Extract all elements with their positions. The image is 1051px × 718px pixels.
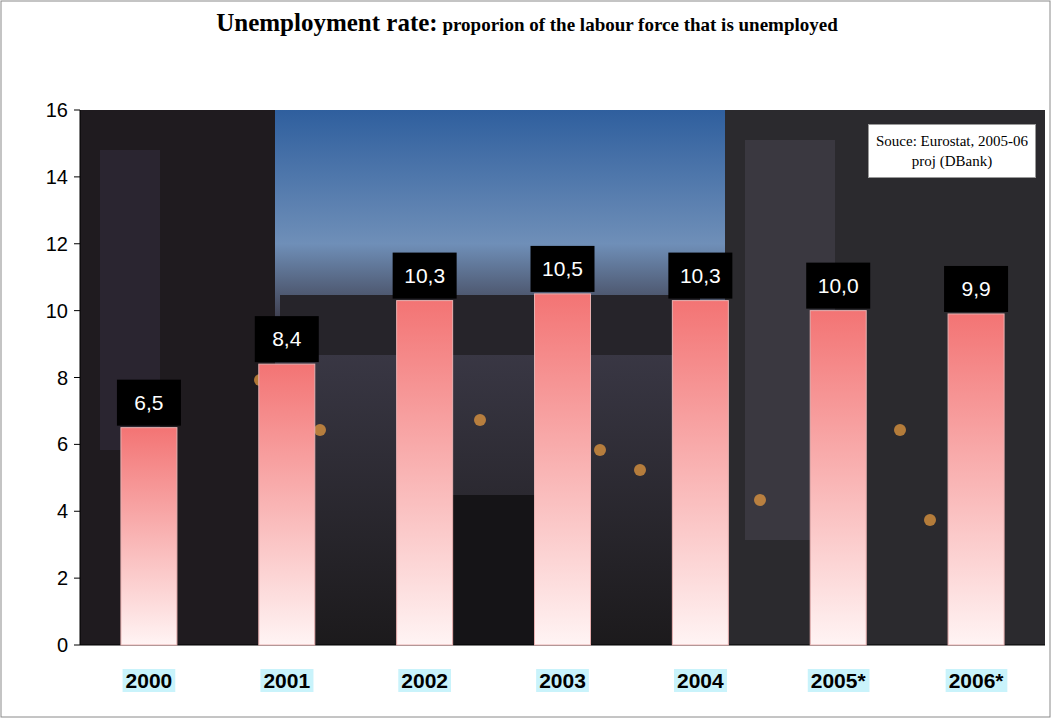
bar [535,294,591,645]
y-tick-label: 10 [46,300,68,322]
x-tick-label: 2004 [677,669,724,692]
bar [397,301,453,645]
data-label-box [531,246,595,292]
title-part: proporion of the labour force that is un… [438,14,838,35]
bar [259,364,315,645]
y-tick [74,645,80,646]
y-tick [74,377,80,378]
y-tick-label: 12 [46,233,68,255]
x-tick-label: 2002 [401,669,448,692]
x-tick-label: 2000 [126,669,173,692]
x-tick-label: 2003 [539,669,586,692]
outer-frame [1,1,1050,717]
data-label: 10,3 [680,264,721,287]
data-label-box [944,266,1008,312]
y-tick-label: 8 [57,367,68,389]
chart-page: {"chart_data": {"type": "bar", "title": … [0,0,1051,718]
y-tick [74,176,80,177]
title-part: Unemployment rate: [216,9,437,36]
y-tick [74,511,80,512]
x-label-highlight [674,669,727,692]
data-label-box [117,380,181,426]
x-label-highlight [123,669,176,692]
background-shape [80,110,275,645]
bar [121,428,177,645]
bar [810,311,866,645]
data-label-box [255,316,319,362]
background-shape [280,295,700,355]
y-tick-label: 4 [57,500,68,522]
y-tick [74,243,80,244]
y-tick-label: 14 [46,166,68,188]
background-light [634,464,646,476]
y-tick-label: 0 [57,634,68,656]
data-label-box [806,263,870,309]
background-shape [725,110,1045,645]
data-label-box [668,253,732,299]
data-label: 9,9 [961,277,990,300]
x-label-highlight [260,669,313,692]
x-tick-label: 2006* [949,669,1005,692]
y-tick [74,110,80,111]
data-label: 8,4 [272,327,302,350]
bar [672,301,728,645]
background-light [594,444,606,456]
x-label-highlight [536,669,589,692]
data-label: 6,5 [134,391,163,414]
chart-title: Unemployment rate: proporion of the labo… [197,6,857,43]
y-tick-label: 6 [57,433,68,455]
y-tick-label: 16 [46,99,68,121]
x-tick-label: 2001 [263,669,310,692]
plot-background [80,110,1045,645]
background-light [314,424,326,436]
background-light [754,494,766,506]
bar [948,314,1004,645]
chart-svg: 0 2 4 6 8 10 12 14 16 6,5 8,4 10,3 10,5 10,3 10,0 9,9 20… [0,0,1051,718]
data-label: 10,3 [404,264,445,287]
x-label-highlight [946,669,1008,692]
data-label-box [393,253,457,299]
data-label: 10,0 [818,274,859,297]
y-tick-label: 2 [57,567,68,589]
x-label-highlight [808,669,870,692]
data-label: 10,5 [542,257,583,280]
y-tick [74,578,80,579]
background-light [474,414,486,426]
y-tick [74,444,80,445]
x-tick-label: 2005* [811,669,867,692]
source-note: Souce: Eurostat, 2005-06 proj (DBank) [868,124,1036,178]
background-light [894,424,906,436]
x-label-highlight [398,669,451,692]
background-light [924,514,936,526]
y-tick [74,310,80,311]
